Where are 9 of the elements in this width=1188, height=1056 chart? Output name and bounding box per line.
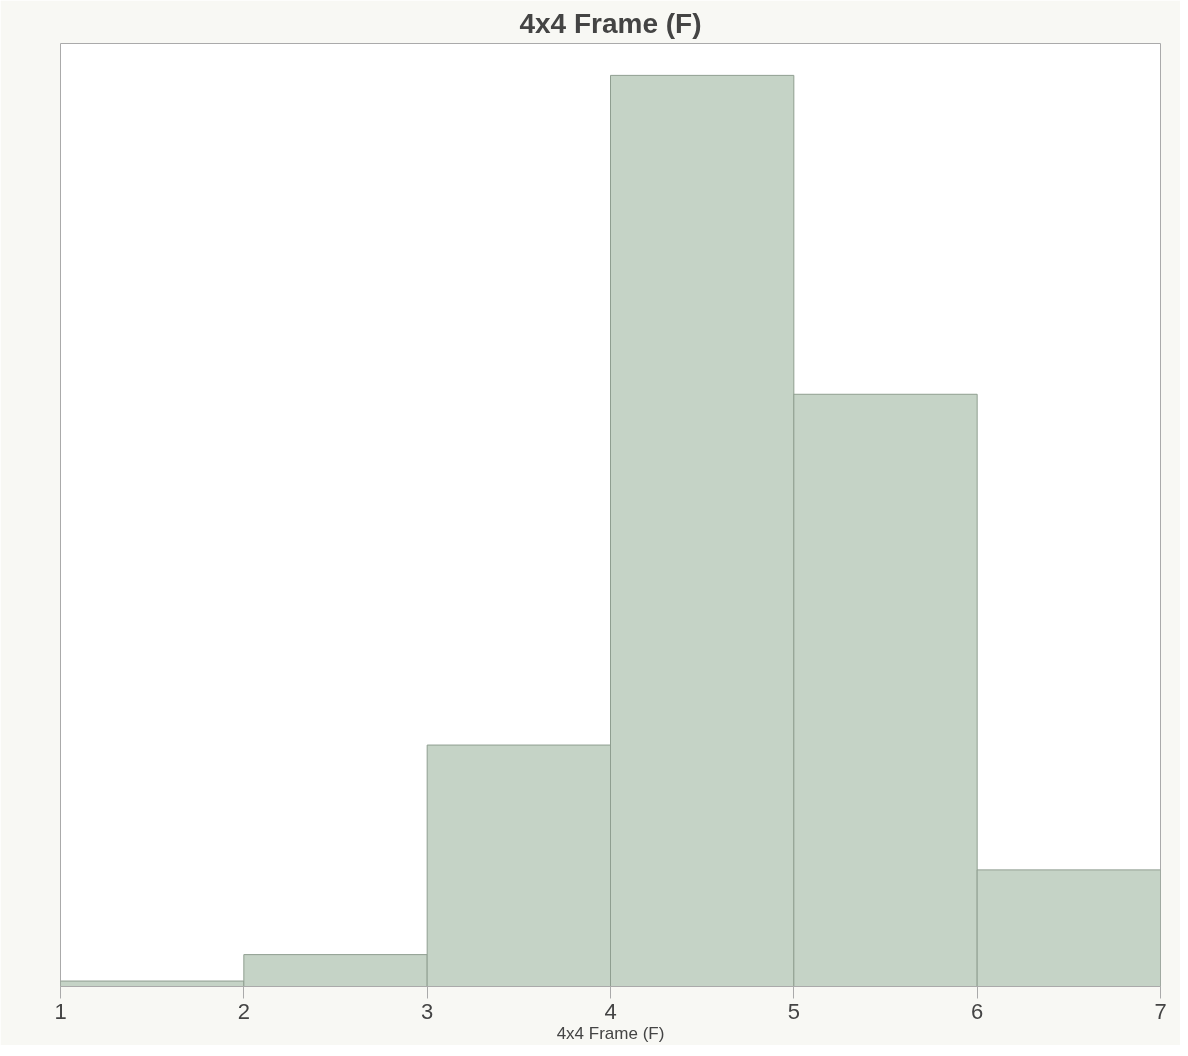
x-tick-label: 7 xyxy=(1154,998,1167,1024)
x-tick-label: 4 xyxy=(604,998,617,1024)
x-tick-label: 1 xyxy=(54,998,67,1024)
x-tick-label: 2 xyxy=(237,998,250,1024)
x-tick-label: 5 xyxy=(787,998,800,1024)
chart-title: 4x4 Frame (F) xyxy=(519,7,702,39)
x-tick-label: 6 xyxy=(971,998,984,1024)
x-tick-label: 3 xyxy=(421,998,434,1024)
x-axis-title: 4x4 Frame (F) xyxy=(556,1023,665,1043)
